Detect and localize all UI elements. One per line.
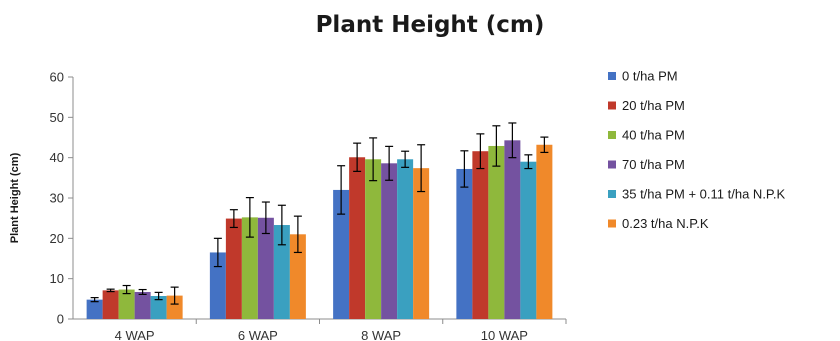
- bar: [472, 151, 489, 319]
- bar: [520, 161, 537, 319]
- legend-swatch: [608, 190, 616, 198]
- legend-label: 70 t/ha PM: [622, 157, 685, 172]
- bar: [150, 296, 167, 319]
- bar: [86, 299, 103, 319]
- x-category-label: 8 WAP: [361, 328, 401, 341]
- bar: [365, 159, 382, 319]
- chart-title: Plant Height (cm): [315, 12, 545, 38]
- bar: [102, 290, 119, 319]
- bar: [504, 140, 521, 319]
- bar: [536, 144, 553, 319]
- legend-label: 20 t/ha PM: [622, 98, 685, 113]
- axis-labels: 0 10 20 30 40 50 60 4 WAP 6 WAP 8 WAP 10 WAP Plant …: [9, 70, 528, 341]
- legend-label: 0 t/ha PM: [622, 69, 678, 84]
- bar: [349, 157, 366, 319]
- bar: [257, 217, 274, 319]
- bars: [86, 140, 553, 319]
- bar: [333, 189, 350, 319]
- bar: [273, 225, 290, 319]
- bar: [166, 295, 183, 319]
- legend-swatch: [608, 72, 616, 80]
- x-category-label: 10 WAP: [481, 328, 528, 341]
- legend: 0 t/ha PM 20 t/ha PM 40 t/ha PM 70 t/ha PM 3…: [608, 69, 786, 231]
- legend-swatch: [608, 131, 616, 139]
- bar: [209, 252, 226, 319]
- legend-label: 40 t/ha PM: [622, 128, 685, 143]
- y-tick-label: 20: [50, 231, 64, 246]
- y-axis-label: Plant Height (cm): [9, 152, 21, 243]
- legend-swatch: [608, 160, 616, 169]
- bar: [225, 218, 242, 319]
- bar: [241, 217, 258, 319]
- bar: [397, 159, 414, 319]
- legend-label: 0.23 t/ha N.P.K: [622, 216, 709, 231]
- y-tick-label: 10: [50, 271, 64, 286]
- bar: [118, 289, 135, 319]
- bar: [134, 291, 151, 319]
- legend-swatch: [608, 101, 616, 110]
- bar: [289, 234, 306, 319]
- y-tick-label: 30: [50, 191, 64, 206]
- bar: [381, 163, 398, 319]
- x-category-label: 4 WAP: [115, 328, 155, 341]
- y-tick-label: 60: [50, 70, 64, 85]
- y-tick-label: 0: [57, 312, 64, 327]
- bar: [413, 168, 430, 319]
- x-category-label: 6 WAP: [238, 328, 278, 341]
- legend-swatch: [608, 219, 616, 228]
- bar: [456, 168, 473, 319]
- legend-label: 35 t/ha PM + 0.11 t/ha N.P.K: [622, 187, 786, 202]
- y-tick-label: 50: [50, 110, 64, 125]
- bar: [488, 145, 505, 319]
- y-tick-label: 40: [50, 150, 64, 165]
- error-bars: [90, 122, 549, 305]
